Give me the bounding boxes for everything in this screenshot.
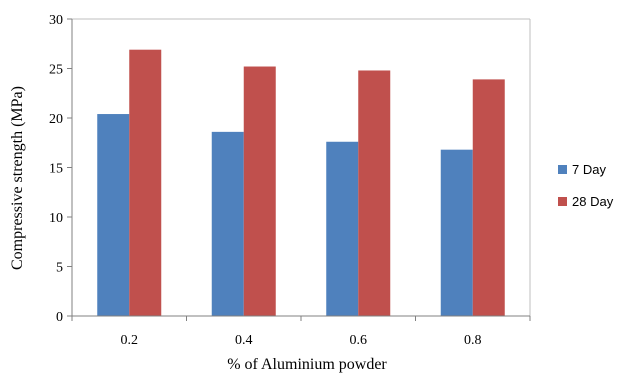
x-tick-label: 0.4 bbox=[235, 333, 253, 348]
x-tick-label: 0.6 bbox=[350, 333, 368, 348]
x-tick-label: 0.2 bbox=[121, 333, 139, 348]
legend-swatch-7-day bbox=[558, 165, 567, 174]
legend-swatch-28-day bbox=[558, 197, 567, 206]
bars-layer bbox=[97, 49, 505, 317]
axes-layer: 0 5 10 15 20 25 30 0.2 0.4 0.6 0.8 bbox=[49, 13, 531, 348]
y-tick-label: 15 bbox=[49, 162, 63, 177]
bar-7-day-0.2 bbox=[97, 114, 130, 316]
legend-label-7-day: 7 Day bbox=[572, 162, 606, 177]
legend: 7 Day 28 Day bbox=[558, 162, 614, 209]
bar-28-day-0.6 bbox=[358, 70, 391, 316]
bar-7-day-0.6 bbox=[326, 141, 359, 316]
x-tick-label: 0.8 bbox=[464, 333, 482, 348]
y-tick-label: 5 bbox=[56, 261, 63, 276]
x-axis-title: % of Aluminium powder bbox=[227, 356, 387, 373]
y-tick-label: 25 bbox=[49, 63, 63, 78]
bar-28-day-0.2 bbox=[129, 49, 162, 316]
y-tick-label: 30 bbox=[49, 13, 63, 28]
bar-28-day-0.4 bbox=[243, 66, 276, 317]
y-tick-label: 0 bbox=[56, 310, 63, 325]
bar-28-day-0.8 bbox=[472, 79, 505, 316]
bar-7-day-0.8 bbox=[440, 149, 473, 316]
y-tick-label: 10 bbox=[49, 211, 63, 226]
bar-7-day-0.4 bbox=[211, 131, 244, 316]
y-axis-title: Compressive strength (MPa) bbox=[9, 86, 26, 270]
y-tick-label: 20 bbox=[49, 112, 63, 127]
legend-label-28-day: 28 Day bbox=[572, 194, 614, 209]
